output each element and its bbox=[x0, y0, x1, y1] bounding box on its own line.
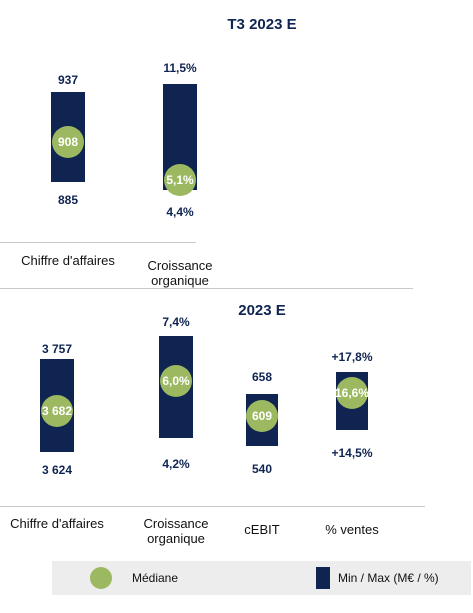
median-marker: 16,6% bbox=[335, 377, 369, 410]
chart-2023-title: 2023 E bbox=[238, 302, 286, 319]
min-label: 4,2% bbox=[162, 457, 190, 471]
category-label: Chiffre d'affaires bbox=[10, 516, 104, 531]
category-label: Croissance organique bbox=[147, 258, 213, 288]
min-label: 540 bbox=[251, 462, 273, 476]
min-label: 3 624 bbox=[41, 463, 73, 477]
min-label: 4,4% bbox=[166, 205, 194, 219]
median-marker: 3 682 bbox=[41, 395, 73, 428]
median-marker: 5,1% bbox=[164, 163, 196, 196]
min-label: +14,5% bbox=[331, 446, 373, 460]
max-label: 7,4% bbox=[162, 315, 190, 329]
max-label: +17,8% bbox=[331, 350, 373, 364]
category-label: Chiffre d'affaires bbox=[21, 253, 115, 268]
max-label: 3 757 bbox=[41, 342, 73, 356]
category-label: Croissance organique bbox=[143, 516, 209, 546]
separator-top bbox=[0, 242, 196, 243]
legend-median-swatch bbox=[90, 567, 112, 589]
category-label: % ventes bbox=[325, 522, 379, 537]
median-marker: 908 bbox=[52, 126, 84, 159]
separator-middle bbox=[0, 288, 413, 289]
legend: Médiane Min / Max (M€ / %) bbox=[52, 561, 471, 595]
max-label: 937 bbox=[57, 73, 79, 87]
category-label: cEBIT bbox=[244, 522, 280, 537]
median-marker: 6,0% bbox=[160, 364, 192, 397]
min-label: 885 bbox=[57, 193, 79, 207]
legend-range-swatch bbox=[316, 567, 330, 589]
chart-t3-title: T3 2023 E bbox=[227, 16, 297, 33]
median-marker: 609 bbox=[246, 399, 278, 432]
separator-bottom bbox=[0, 506, 425, 507]
max-label: 11,5% bbox=[163, 61, 197, 75]
legend-range-label: Min / Max (M€ / %) bbox=[338, 571, 439, 585]
max-label: 658 bbox=[251, 370, 273, 384]
legend-median-label: Médiane bbox=[132, 571, 179, 585]
